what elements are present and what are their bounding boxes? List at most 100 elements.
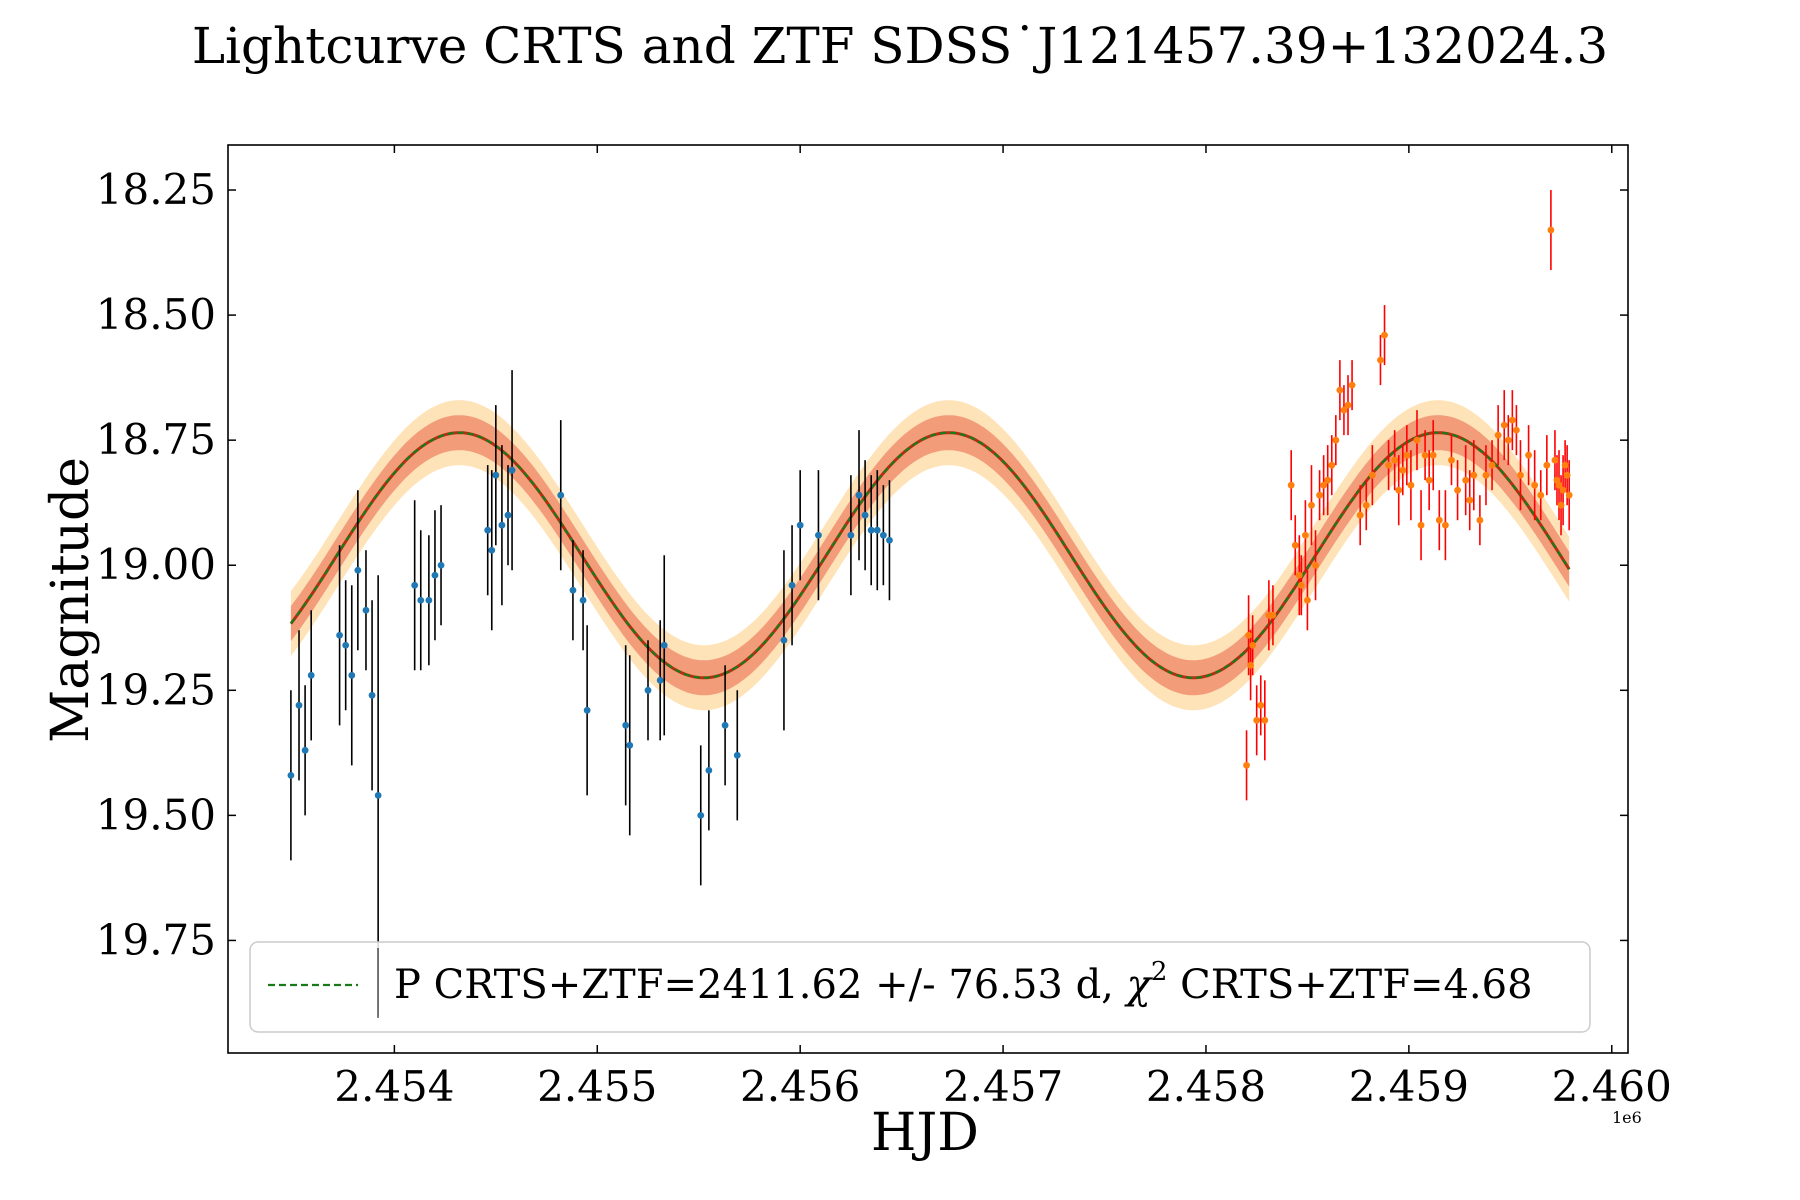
crts-point bbox=[847, 531, 855, 539]
model-layer bbox=[289, 400, 1571, 711]
crts-point bbox=[569, 586, 577, 594]
ztf-point bbox=[1561, 461, 1569, 469]
ztf-point bbox=[1320, 481, 1328, 489]
ztf-point bbox=[1269, 611, 1277, 619]
crts-point bbox=[796, 521, 804, 529]
y-axis-label: Magnitude bbox=[41, 457, 101, 743]
ztf-point bbox=[1559, 486, 1567, 494]
crts-point bbox=[362, 606, 370, 614]
crts-point bbox=[301, 746, 309, 754]
ztf-point bbox=[1407, 481, 1415, 489]
ztf-point bbox=[1385, 461, 1392, 469]
x-offset-label: 1e6 bbox=[1612, 1108, 1642, 1127]
ztf-point bbox=[1301, 531, 1309, 539]
ztf-point bbox=[1466, 496, 1474, 504]
y-tick-label: 19.75 bbox=[96, 915, 216, 964]
ztf-point bbox=[1555, 481, 1563, 489]
y-tick-label: 19.25 bbox=[96, 665, 216, 714]
crts-point bbox=[488, 546, 496, 554]
ztf-point bbox=[1324, 476, 1332, 484]
ztf-point bbox=[1304, 596, 1311, 604]
ztf-point bbox=[1362, 501, 1370, 509]
y-tick-label: 18.25 bbox=[96, 165, 216, 214]
crts-point bbox=[780, 636, 788, 644]
ztf-point bbox=[1247, 661, 1255, 669]
ztf-point bbox=[1494, 431, 1502, 439]
ztf-point bbox=[1547, 226, 1555, 234]
ztf-point bbox=[1291, 541, 1299, 549]
ztf-point bbox=[1348, 381, 1356, 389]
ztf-point bbox=[1381, 331, 1388, 339]
crts-point bbox=[417, 596, 425, 604]
plot-frame bbox=[227, 144, 1629, 1054]
crts-point bbox=[287, 771, 295, 779]
crts-point bbox=[411, 581, 419, 589]
crts-point bbox=[861, 511, 869, 519]
crts-point bbox=[579, 596, 587, 604]
x-axis: 2.454 2.455 2.456 2.457 2.458 2.459 2.460 bbox=[334, 145, 1672, 1111]
ztf-point bbox=[1249, 641, 1257, 649]
ztf-point bbox=[1500, 421, 1508, 429]
ztf-point bbox=[1316, 491, 1323, 499]
crts-point bbox=[886, 536, 893, 544]
crts-point bbox=[622, 721, 630, 729]
ztf-series bbox=[1243, 190, 1573, 801]
legend-label: P CRTS+ZTF=2411.62 +/- 76.53 d, χ2 CRTS+… bbox=[394, 957, 1533, 1008]
y-tick-label: 18.75 bbox=[96, 415, 216, 464]
model-curve bbox=[290, 431, 1571, 679]
crts-point bbox=[583, 706, 591, 714]
ztf-point bbox=[1261, 716, 1269, 724]
ztf-point bbox=[1429, 451, 1437, 459]
legend-box bbox=[249, 941, 1591, 1033]
ztf-point bbox=[1403, 451, 1411, 459]
ztf-point bbox=[1257, 701, 1265, 709]
crts-point bbox=[705, 766, 713, 774]
crts-point bbox=[697, 811, 705, 819]
crts-point bbox=[721, 721, 729, 729]
crts-point bbox=[873, 526, 881, 534]
crts-point bbox=[354, 566, 362, 574]
crts-point bbox=[660, 641, 668, 649]
y-tick-label: 18.50 bbox=[96, 290, 216, 339]
crts-point bbox=[508, 466, 516, 474]
ztf-point bbox=[1377, 356, 1384, 364]
crts-point bbox=[336, 631, 343, 639]
crts-point bbox=[295, 701, 303, 709]
crts-point bbox=[879, 531, 887, 539]
y-tick-label: 19.00 bbox=[96, 540, 216, 589]
crts-point bbox=[431, 571, 439, 579]
ztf-point bbox=[1454, 486, 1461, 494]
crts-point bbox=[492, 471, 500, 479]
x-axis-label: HJD bbox=[871, 1103, 979, 1163]
crts-point bbox=[815, 531, 822, 539]
x-tick-label: 2.457 bbox=[943, 1062, 1063, 1111]
ztf-point bbox=[1517, 471, 1524, 479]
crts-point bbox=[656, 676, 664, 684]
crts-point bbox=[342, 641, 350, 649]
ztf-point bbox=[1399, 466, 1407, 474]
legend-label-chi: χ bbox=[1124, 962, 1154, 1008]
legend: P CRTS+ZTF=2411.62 +/- 76.53 d, χ2 CRTS+… bbox=[249, 941, 1591, 1033]
ztf-point bbox=[1565, 491, 1573, 499]
ztf-point bbox=[1395, 486, 1403, 494]
ztf-point bbox=[1421, 451, 1429, 459]
x-tick-label: 2.460 bbox=[1552, 1062, 1672, 1111]
crts-point bbox=[557, 491, 565, 499]
x-tick-label: 2.455 bbox=[537, 1062, 657, 1111]
ztf-point bbox=[1328, 461, 1336, 469]
ztf-point bbox=[1344, 401, 1352, 409]
ztf-point bbox=[1470, 471, 1478, 479]
x-tick-label: 2.458 bbox=[1146, 1062, 1266, 1111]
ztf-point bbox=[1413, 436, 1421, 444]
ztf-point bbox=[1537, 491, 1545, 499]
crts-point bbox=[644, 686, 652, 694]
crts-point bbox=[425, 596, 433, 604]
crts-point bbox=[733, 751, 741, 759]
ztf-point bbox=[1356, 511, 1364, 519]
crts-point bbox=[867, 526, 875, 534]
ztf-point bbox=[1287, 481, 1295, 489]
ztf-point bbox=[1332, 436, 1340, 444]
ztf-point bbox=[1340, 406, 1348, 414]
legend-label-main: P CRTS+ZTF=2411.62 +/- 76.53 d, bbox=[394, 962, 1127, 1008]
ztf-point bbox=[1243, 761, 1250, 769]
